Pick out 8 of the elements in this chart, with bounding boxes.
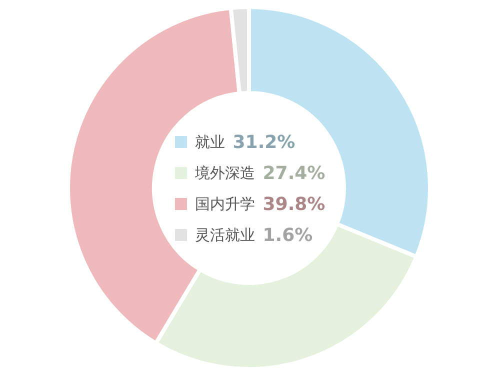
legend-label: 境外深造 — [194, 164, 255, 182]
data-label: 39.8% — [262, 194, 326, 214]
data-label: 31.2% — [232, 132, 296, 152]
legend-label: 灵活就业 — [194, 226, 255, 244]
data-label: 1.6% — [262, 224, 313, 246]
legend-label: 国内升学 — [194, 194, 255, 214]
legend-label: 就业 — [194, 132, 225, 152]
data-label: 27.4% — [262, 162, 326, 184]
